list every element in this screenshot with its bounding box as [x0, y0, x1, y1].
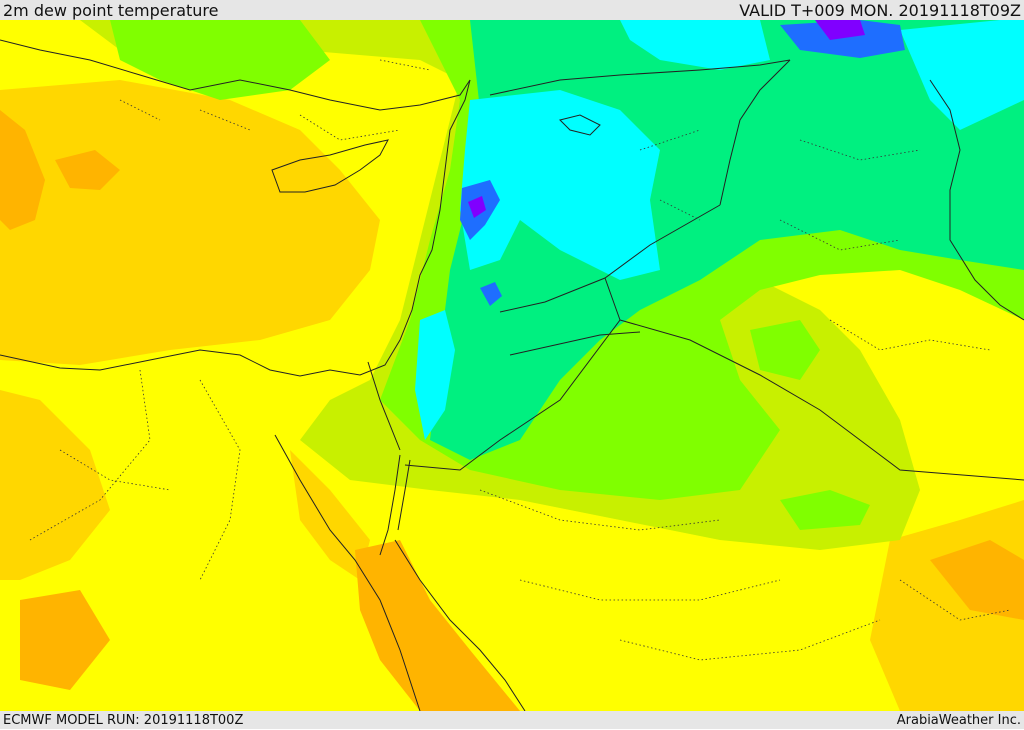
field-cyan-north — [620, 20, 770, 70]
coast-sinai-gulf — [379, 454, 401, 556]
border-jordan-saudi — [404, 277, 621, 471]
field-orange-east — [930, 540, 1024, 620]
field-violet-lebanon — [468, 196, 486, 218]
field-orange-redsea — [355, 540, 520, 711]
admin-lines-egypt — [29, 369, 241, 581]
coast-levant — [0, 79, 471, 377]
field-orange-west — [0, 110, 45, 230]
border-egypt-israel — [367, 361, 401, 451]
coast-turkey — [0, 39, 471, 111]
credit: ArabiaWeather Inc. — [896, 713, 1021, 728]
valid-time: VALID T+009 MON. 20191118T09Z — [739, 1, 1021, 20]
field-orange-southwest — [20, 590, 110, 690]
field-green-north — [110, 20, 330, 100]
field-green-east-patch — [780, 490, 870, 530]
border-syria-turkey — [489, 59, 791, 96]
coast-cyprus — [271, 139, 389, 193]
admin-lines-saudi — [479, 319, 1011, 661]
coast-redsea-west — [274, 434, 421, 711]
field-orange-west-2 — [55, 150, 120, 190]
coast-redsea-east — [394, 539, 526, 711]
field-blue-hermon — [480, 282, 502, 306]
field-green-iraq — [750, 320, 820, 380]
coast-gulf — [929, 79, 1024, 321]
map-title: 2m dew point temperature — [3, 1, 219, 20]
footer-bar: ECMWF MODEL RUN: 20191118T00Z ArabiaWeat… — [0, 711, 1024, 729]
field-cyan-jordan-valley — [415, 310, 455, 440]
border-saudi-iraq — [619, 319, 1024, 481]
field-cyan-syria — [460, 90, 660, 280]
dew-point-map — [0, 20, 1024, 711]
field-violet-northeast — [815, 20, 865, 40]
field-cyan-northeast — [900, 20, 1024, 130]
field-blue-northeast — [780, 20, 905, 58]
border-syria-iraq — [719, 59, 791, 206]
lake-assad — [559, 114, 601, 136]
model-run: ECMWF MODEL RUN: 20191118T00Z — [3, 713, 244, 728]
header-bar: 2m dew point temperature VALID T+009 MON… — [0, 0, 1024, 20]
field-gold-sinai — [290, 450, 370, 580]
coast-aqaba — [397, 459, 411, 531]
border-saudi-jordan-2 — [509, 331, 641, 356]
field-gold-egypt — [0, 390, 110, 580]
